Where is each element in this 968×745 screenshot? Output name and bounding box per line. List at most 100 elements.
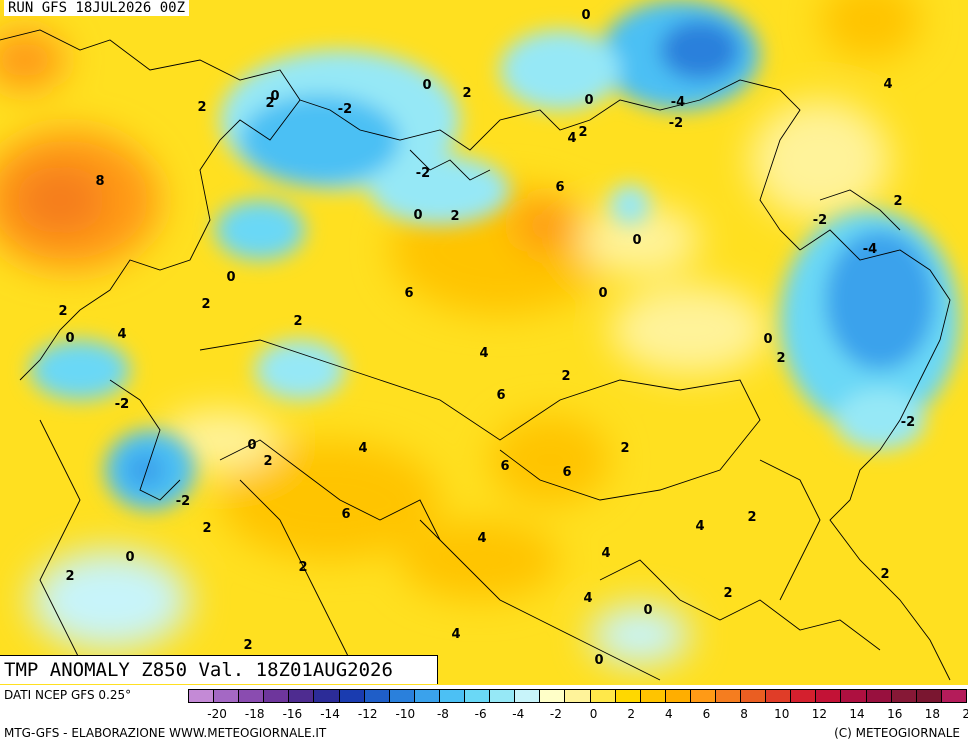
color-swatch xyxy=(313,689,340,703)
contour-value-label: -4 xyxy=(671,95,685,110)
color-swatch xyxy=(238,689,265,703)
contour-value-label: 2 xyxy=(893,194,902,209)
contour-value-label: 4 xyxy=(695,519,704,534)
contour-value-label: 2 xyxy=(747,510,756,525)
color-swatch xyxy=(363,689,390,703)
contour-value-label: 4 xyxy=(583,591,592,606)
contour-value-label: 0 xyxy=(763,332,772,347)
contour-value-label: 0 xyxy=(422,78,431,93)
contour-value-label: -2 xyxy=(115,397,129,412)
color-swatch xyxy=(589,689,616,703)
color-scale-tick: 10 xyxy=(774,707,790,721)
color-swatch xyxy=(288,689,315,703)
color-scale-tick: 2 xyxy=(627,707,636,721)
contour-value-label: -2 xyxy=(901,415,915,430)
color-scale-tick: 16 xyxy=(887,707,903,721)
color-scale-tick: -4 xyxy=(512,707,525,721)
contour-value-label: 2 xyxy=(293,314,302,329)
color-swatch xyxy=(338,689,365,703)
contour-value-label: 6 xyxy=(555,180,564,195)
contour-value-label: 4 xyxy=(117,327,126,342)
color-scale-tick: -10 xyxy=(395,707,416,721)
coastlines-and-borders xyxy=(0,29,951,681)
color-scale xyxy=(188,689,967,703)
contour-value-label: 2 xyxy=(243,638,252,653)
contour-value-label: -2 xyxy=(115,397,129,412)
color-swatch xyxy=(614,689,641,703)
contour-value-label: 0 xyxy=(247,438,256,453)
contour-value-label: -2 xyxy=(338,102,352,117)
contour-value-label: 4 xyxy=(479,346,488,361)
color-swatch xyxy=(514,689,541,703)
contour-value-label: 2 xyxy=(265,96,274,111)
color-scale-tick: -18 xyxy=(244,707,265,721)
color-scale-tick: 18 xyxy=(924,707,940,721)
map-title: TMP ANOMALY Z850 Val. 18Z01AUG2026 xyxy=(0,655,438,684)
contour-value-label: -4 xyxy=(863,242,877,257)
contour-value-label: 4 xyxy=(451,627,460,642)
color-swatch xyxy=(564,689,591,703)
data-source: DATI NCEP GFS 0.25° xyxy=(4,688,132,702)
warm-anomaly-central-asia xyxy=(220,440,440,560)
color-scale-tick: 20 xyxy=(962,707,968,721)
contour-value-label: -2 xyxy=(669,116,683,131)
contour-value-label: 2 xyxy=(58,304,67,319)
contour-value-label: 4 xyxy=(883,77,892,92)
contour-value-label: 2 xyxy=(197,100,206,115)
contour-value-label: -2 xyxy=(176,494,190,509)
contour-value-label: 6 xyxy=(404,286,413,301)
contour-value-label: 2 xyxy=(561,369,570,384)
color-scale-tick: 0 xyxy=(589,707,598,721)
contour-value-label: 2 xyxy=(776,351,785,366)
credit-left: MTG-GFS - ELABORAZIONE WWW.METEOGIORNALE… xyxy=(4,726,327,740)
color-swatch xyxy=(263,689,290,703)
contour-value-label: 6 xyxy=(500,459,509,474)
contour-value-label: 6 xyxy=(341,507,350,522)
contour-value-label: 2 xyxy=(201,297,210,312)
color-swatch xyxy=(714,689,742,703)
color-scale-tick: -8 xyxy=(436,707,449,721)
color-scale-tick: -16 xyxy=(282,707,303,721)
run-label: RUN GFS 18JUL2026 00Z xyxy=(4,0,190,16)
color-swatch xyxy=(489,689,516,703)
contour-value-label: -2 xyxy=(813,213,827,228)
contour-value-label: 2 xyxy=(298,560,307,575)
contour-value-label: 0 xyxy=(125,550,134,565)
contour-value-label: 0 xyxy=(65,331,74,346)
contour-value-label: 2 xyxy=(620,441,629,456)
color-swatch xyxy=(464,689,491,703)
color-swatch xyxy=(664,689,691,703)
contour-value-label: 4 xyxy=(477,531,486,546)
color-swatch xyxy=(388,689,415,703)
contour-value-label: 4 xyxy=(567,131,576,146)
contour-value-label: 8 xyxy=(95,174,104,189)
color-swatch xyxy=(689,689,716,703)
color-swatch xyxy=(815,689,842,703)
color-swatch xyxy=(188,689,215,703)
contour-value-label: 0 xyxy=(632,233,641,248)
color-swatch xyxy=(740,689,767,703)
color-scale-tick: -14 xyxy=(320,707,340,721)
contour-value-label: 2 xyxy=(202,521,211,536)
color-swatch xyxy=(539,689,566,703)
color-swatch xyxy=(840,689,867,703)
credit-right: (C) METEOGIORNALE xyxy=(834,726,960,740)
contour-value-label: 6 xyxy=(562,465,571,480)
contour-value-label: 6 xyxy=(496,388,505,403)
contour-value-label: 2 xyxy=(880,567,889,582)
color-swatch xyxy=(790,689,817,703)
contour-value-label: 2 xyxy=(578,125,587,140)
color-scale-tick: -12 xyxy=(357,707,378,721)
color-swatch xyxy=(213,689,240,703)
color-swatch xyxy=(865,689,892,703)
contour-value-label: 0 xyxy=(270,89,279,104)
color-scale-tick: -20 xyxy=(207,707,227,721)
contour-value-label: 0 xyxy=(584,93,593,108)
color-scale-tick: 4 xyxy=(665,707,673,721)
color-swatch xyxy=(413,689,440,703)
color-swatch xyxy=(940,689,967,703)
contour-value-label: 2 xyxy=(65,569,74,584)
color-scale-tick: 12 xyxy=(811,707,828,721)
